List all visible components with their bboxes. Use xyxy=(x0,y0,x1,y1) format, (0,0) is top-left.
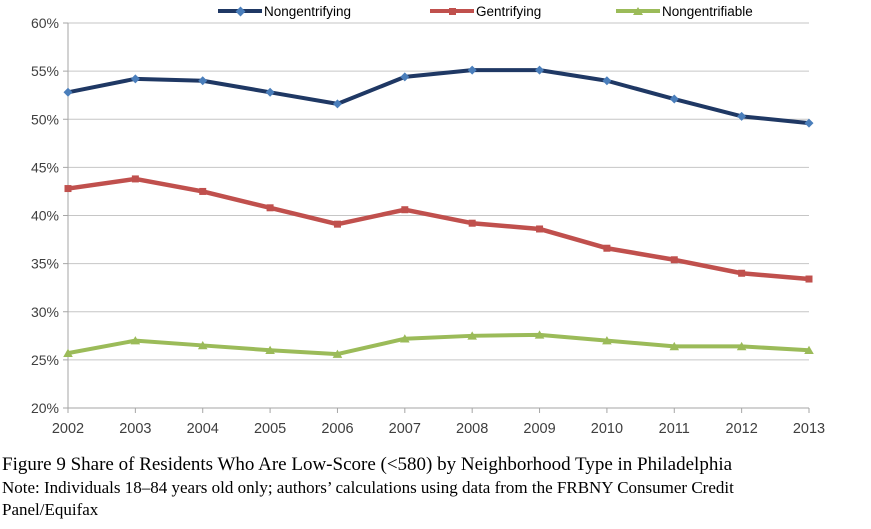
x-axis-label: 2012 xyxy=(726,421,758,437)
legend-item-gentrifying: Gentrifying xyxy=(430,2,541,20)
data-point-square xyxy=(266,204,274,212)
figure-title: Figure 9 Share of Residents Who Are Low-… xyxy=(2,454,733,475)
x-axis-label: 2013 xyxy=(793,421,825,437)
legend-label: Nongentrifiable xyxy=(662,3,753,19)
figure-note-line2: Panel/Equifax xyxy=(2,499,99,519)
data-point-diamond xyxy=(467,65,477,75)
x-axis-label: 2007 xyxy=(389,421,421,437)
y-axis-label: 30% xyxy=(31,304,59,320)
data-point-diamond xyxy=(63,87,73,97)
data-point-diamond xyxy=(130,74,140,84)
series-line-nongentrifiable xyxy=(66,332,811,357)
legend-square-icon xyxy=(448,7,456,15)
data-point-square xyxy=(199,187,207,195)
x-axis-label: 2009 xyxy=(523,421,555,437)
x-axis-label: 2011 xyxy=(659,421,690,437)
legend-line-sample xyxy=(218,6,262,16)
series-line-gentrifying xyxy=(65,176,812,282)
figure-caption: Figure 9 Share of Residents Who Are Low-… xyxy=(2,453,870,520)
y-axis-label: 45% xyxy=(31,159,59,175)
legend-item-nongentrifiable: Nongentrifiable xyxy=(616,2,753,20)
x-axis-label: 2005 xyxy=(254,421,286,437)
legend-line-sample xyxy=(430,7,474,15)
data-point-square xyxy=(536,225,544,233)
y-axis-label: 25% xyxy=(31,352,59,368)
x-axis-label: 2006 xyxy=(321,421,353,437)
data-point-triangle xyxy=(736,341,747,351)
data-point-square xyxy=(738,269,746,277)
data-point-triangle xyxy=(467,331,477,340)
data-point-triangle xyxy=(804,345,814,355)
data-point-square xyxy=(333,220,341,228)
data-point-triangle xyxy=(63,348,73,357)
y-axis-label: 60% xyxy=(31,15,59,31)
data-point-diamond xyxy=(400,72,410,82)
y-axis-label: 55% xyxy=(31,63,59,79)
x-axis-label: 2010 xyxy=(591,421,623,437)
data-point-square xyxy=(401,206,409,214)
data-point-diamond xyxy=(804,118,814,128)
legend-line-sample xyxy=(616,7,660,15)
data-point-square xyxy=(670,256,678,264)
x-axis-label: 2003 xyxy=(119,421,151,437)
chart-plot-area: 60% 55% 50% 45% 40% 35% 30% 25% 20% 2002 2003 2004 2… xyxy=(31,15,825,437)
data-point-triangle xyxy=(265,345,275,355)
data-point-square xyxy=(131,175,139,183)
data-point-triangle xyxy=(602,336,612,345)
y-axis-label: 35% xyxy=(31,256,59,272)
legend-label: Gentrifying xyxy=(476,3,542,19)
data-point-triangle xyxy=(400,334,410,343)
y-axis-label: 20% xyxy=(31,400,59,416)
data-point-diamond xyxy=(737,111,747,121)
data-point-triangle xyxy=(669,341,680,351)
data-point-triangle xyxy=(197,340,208,350)
data-point-triangle xyxy=(130,336,141,345)
x-axis-label: 2002 xyxy=(52,421,84,437)
legend-item-nongentrifying: Nongentrifying xyxy=(218,2,351,20)
data-point-square xyxy=(468,219,476,227)
data-point-square xyxy=(64,185,72,193)
data-point-diamond xyxy=(669,94,679,104)
line-chart: 60% 55% 50% 45% 40% 35% 30% 25% 20% 2002 2003 2004 2… xyxy=(0,2,871,438)
data-point-square xyxy=(603,244,611,252)
data-point-triangle xyxy=(534,330,545,339)
chart-legend: Nongentrifying Gentrifying Nongentrifiable xyxy=(0,2,871,20)
y-axis-label: 50% xyxy=(31,111,59,127)
data-point-diamond xyxy=(332,99,342,109)
series-line-nongentrifying xyxy=(66,68,811,126)
data-point-diamond xyxy=(602,76,612,86)
data-point-diamond xyxy=(265,87,275,97)
y-axis-label: 40% xyxy=(31,208,59,224)
x-axis-label: 2004 xyxy=(187,421,219,437)
legend-triangle-icon xyxy=(633,7,643,15)
data-point-diamond xyxy=(198,76,208,86)
x-axis-label: 2008 xyxy=(456,421,488,437)
data-point-triangle xyxy=(332,349,343,358)
figure-note-line1: Note: Individuals 18–84 years old only; … xyxy=(2,478,734,497)
data-point-square xyxy=(805,275,813,283)
legend-diamond-icon xyxy=(235,6,245,16)
legend-label: Nongentrifying xyxy=(264,3,352,19)
data-point-diamond xyxy=(535,65,545,75)
